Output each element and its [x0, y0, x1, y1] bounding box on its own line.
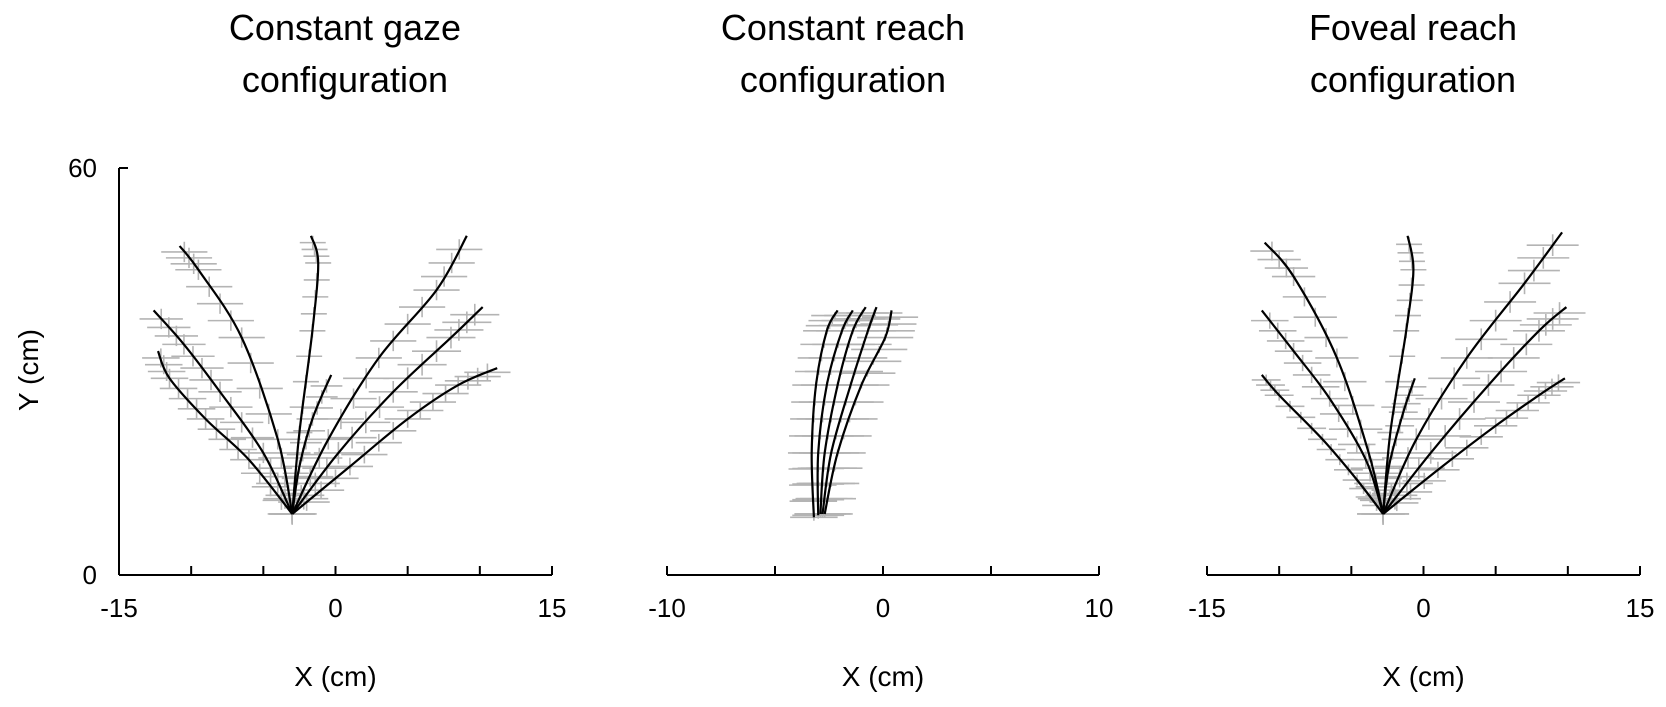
x-axis-label: X (cm)	[842, 661, 924, 692]
error-bars	[139, 235, 511, 525]
panel-title-line: configuration	[1310, 59, 1516, 100]
x-tick-label: 10	[1085, 593, 1114, 623]
y-tick-label: 0	[83, 560, 97, 590]
trajectories	[152, 235, 498, 515]
trajectory-line	[1382, 377, 1416, 515]
trajectory-line	[823, 310, 893, 515]
trajectories	[1260, 231, 1568, 515]
y-axis-label: Y (cm)	[13, 329, 44, 411]
trajectory-line	[156, 350, 294, 515]
panel-title-line: Foveal reach	[1309, 7, 1517, 48]
x-tick-label: -15	[1188, 593, 1226, 623]
panel-title-line: Constant reach	[721, 7, 965, 48]
trajectory-line	[1260, 309, 1385, 515]
trajectory-line	[291, 367, 498, 515]
trajectory-line	[1382, 231, 1563, 515]
trajectory-line	[819, 306, 867, 515]
trajectory-line	[1382, 306, 1568, 515]
trajectory-line	[291, 235, 468, 515]
trajectories	[810, 306, 893, 518]
x-tick-label: -10	[648, 593, 686, 623]
trajectory-line	[1382, 235, 1415, 515]
trajectory-line	[810, 309, 839, 518]
x-tick-label: 0	[876, 593, 890, 623]
x-axis-label: X (cm)	[294, 661, 376, 692]
panel-title-line: configuration	[242, 59, 448, 100]
panel-3: Foveal reach configuration -15 0 15 X (cm)	[1188, 7, 1654, 692]
x-tick-label: 0	[328, 593, 342, 623]
x-tick-label: -15	[100, 593, 138, 623]
panel-2: Constant reach configuration -10 0 10 X (cm)	[648, 7, 1113, 692]
trajectory-line	[1382, 377, 1566, 515]
trajectory-line	[1263, 241, 1385, 515]
x-tick-label: 0	[1416, 593, 1430, 623]
trajectory-line	[291, 235, 320, 515]
y-tick-label: 60	[68, 153, 97, 183]
trajectory-line	[816, 309, 854, 516]
error-bars	[787, 309, 919, 521]
error-bars	[1250, 234, 1586, 525]
panel-title-line: configuration	[740, 59, 946, 100]
x-tick-label: 15	[1626, 593, 1655, 623]
trajectory-line	[152, 309, 294, 515]
trajectory-line	[821, 306, 878, 515]
trajectory-line	[1260, 374, 1384, 515]
trajectory-line	[291, 306, 484, 515]
x-axis-label: X (cm)	[1382, 661, 1464, 692]
trajectory-line	[178, 245, 294, 515]
panel-title-line: Constant gaze	[229, 7, 461, 48]
x-tick-label: 15	[538, 593, 567, 623]
trajectory-line	[291, 374, 333, 515]
